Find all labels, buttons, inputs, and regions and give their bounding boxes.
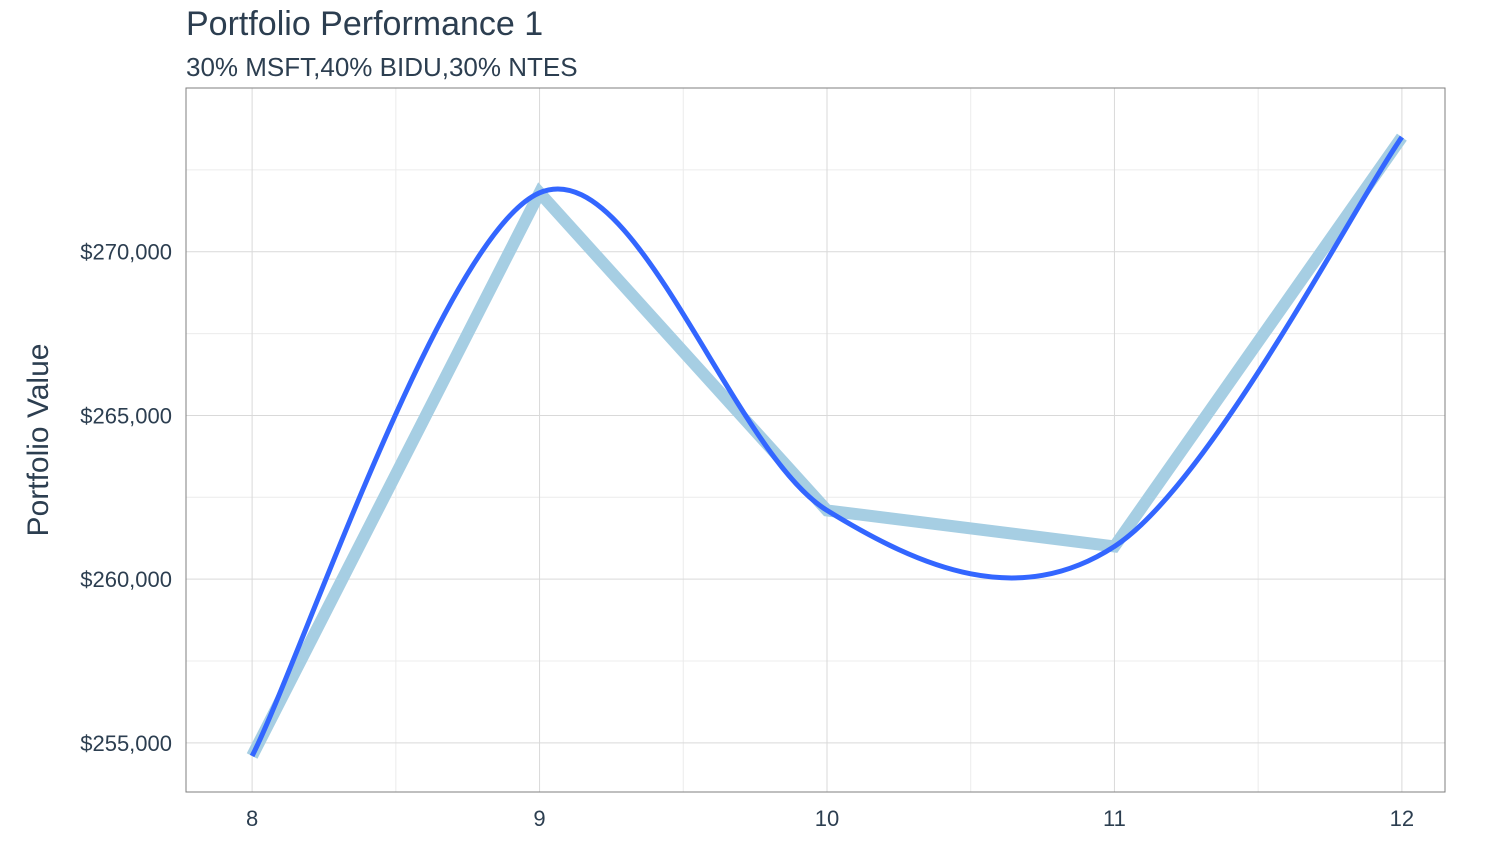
x-tick-label: 9 <box>533 806 545 831</box>
x-tick-label: 12 <box>1390 806 1414 831</box>
plot-area: 8 9 10 11 12 $255,000 $260,000 $265,000 $270,000 <box>80 87 1446 831</box>
x-tick-label: 8 <box>246 806 258 831</box>
x-tick-label: 11 <box>1103 806 1126 831</box>
y-tick-label: $270,000 <box>80 240 172 265</box>
plot-border <box>185 87 1446 793</box>
x-tick-label: 10 <box>815 806 839 831</box>
y-tick-label: $265,000 <box>80 403 172 428</box>
chart-subtitle: 30% MSFT,40% BIDU,30% NTES <box>186 52 578 82</box>
y-tick-label: $260,000 <box>80 567 172 592</box>
chart-title: Portfolio Performance 1 <box>186 5 543 43</box>
series-smoothed-line <box>249 135 1404 758</box>
y-axis-label: Portfolio Value <box>22 344 55 537</box>
y-tick-label: $255,000 <box>80 731 172 756</box>
